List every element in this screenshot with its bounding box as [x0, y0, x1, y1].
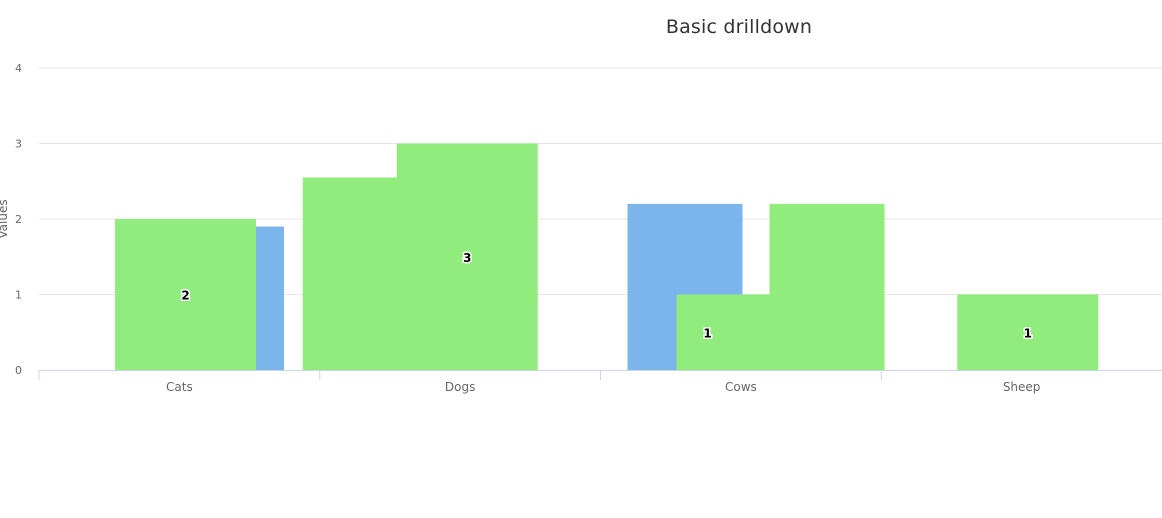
- y-axis-title: Values: [0, 199, 10, 238]
- data-label: 3: [463, 251, 471, 265]
- x-tick-label-cats[interactable]: Cats: [166, 380, 193, 394]
- bar-dogs-series-2[interactable]: [396, 143, 538, 371]
- y-tick-label: 4: [15, 62, 22, 75]
- x-tick-label-cows[interactable]: Cows: [725, 380, 757, 394]
- x-tick-label-dogs[interactable]: Dogs: [445, 380, 475, 394]
- x-tick-label-sheep[interactable]: Sheep: [1003, 380, 1041, 394]
- data-label: 1: [1024, 326, 1032, 340]
- y-tick-label: 2: [15, 213, 22, 226]
- bar-cows-series-2[interactable]: [676, 294, 885, 371]
- y-tick-label: 3: [15, 138, 22, 151]
- y-tick-label: 0: [15, 364, 22, 377]
- y-tick-label: 1: [15, 289, 22, 302]
- bar-cats-series-1[interactable]: [256, 226, 284, 370]
- chart-title: Basic drilldown: [665, 16, 813, 38]
- data-label: 1: [703, 326, 711, 340]
- bar-sheep-series-2[interactable]: [957, 294, 1099, 371]
- data-label: 2: [181, 289, 189, 303]
- bar-cats-series-2[interactable]: [115, 219, 256, 370]
